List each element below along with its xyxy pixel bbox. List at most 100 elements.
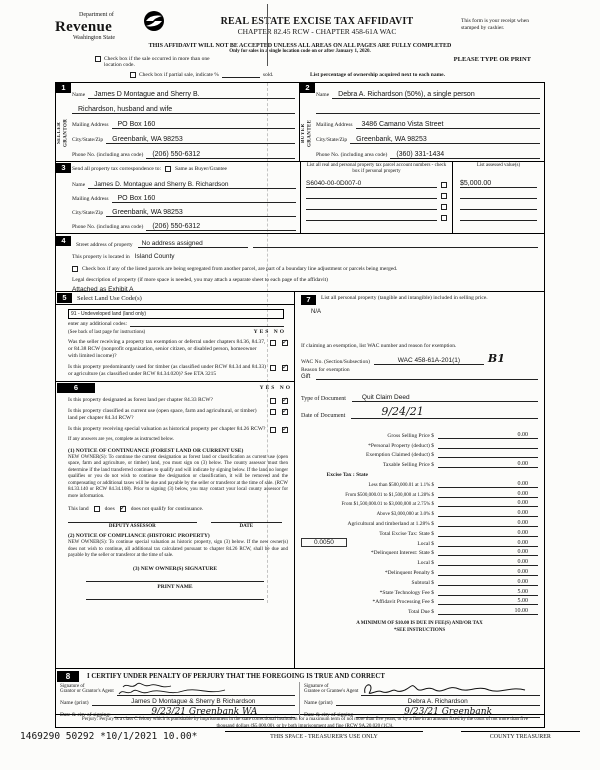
personal-property-checkbox-4[interactable] bbox=[441, 215, 447, 221]
assessed-value-field[interactable] bbox=[460, 220, 537, 221]
deputy-date-line[interactable]: DATE bbox=[210, 522, 282, 529]
fee-value[interactable]: 0.00 bbox=[438, 569, 538, 576]
s6-q3-no-checkbox[interactable] bbox=[282, 425, 288, 434]
buyer-mailing-field[interactable]: 3486 Camano Vista Street bbox=[355, 121, 540, 129]
revenue-logo: Department of Revenue Washington State bbox=[55, 8, 173, 42]
correspondence-name-field[interactable]: James D. Montague and Sherry B. Richards… bbox=[88, 181, 296, 189]
name-label: Name bbox=[72, 92, 86, 98]
s6-q2-yes-checkbox[interactable] bbox=[270, 409, 276, 416]
section-6-badge: 6 bbox=[57, 382, 95, 393]
wac-number-field[interactable]: WAC 458-61A-201(1) bbox=[373, 357, 484, 365]
seller-name-field[interactable]: James D Montague and Sherry B. bbox=[88, 91, 295, 99]
same-as-buyer-checkbox[interactable] bbox=[165, 166, 172, 172]
grantee-signature-line[interactable] bbox=[361, 683, 540, 696]
street-address-field-extension[interactable] bbox=[252, 247, 538, 248]
county-field[interactable]: Island County bbox=[134, 253, 175, 260]
segregated-checkbox[interactable] bbox=[72, 266, 78, 272]
s6-q2-no-checkbox[interactable] bbox=[282, 407, 288, 416]
grantee-name-field[interactable]: Debra A. Richardson bbox=[335, 698, 540, 706]
fee-value[interactable]: 0.00 bbox=[438, 510, 538, 518]
fee-label: Less than $500,000.01 at 1.1% $ bbox=[368, 482, 434, 488]
doc-type-field[interactable]: Quit Claim Deed bbox=[351, 394, 538, 402]
doc-date-field[interactable]: 9/24/21 bbox=[351, 405, 538, 419]
land-does-checkbox[interactable] bbox=[93, 506, 100, 513]
name-label: Name bbox=[72, 182, 86, 188]
city-label: City/State/Zip bbox=[72, 210, 104, 216]
personal-property-checkbox-3[interactable] bbox=[441, 204, 447, 210]
fee-value[interactable]: 5.00 bbox=[438, 589, 538, 596]
parcel-number-field[interactable] bbox=[306, 198, 437, 199]
s5-q2-yes-checkbox[interactable] bbox=[270, 364, 276, 371]
grantor-date-field[interactable]: 9/23/21 Greenbank WA bbox=[113, 708, 295, 718]
assessed-value-field[interactable]: $5,000.00 bbox=[460, 180, 537, 188]
land-use-code-field[interactable]: 91 - Undeveloped land (land only) bbox=[68, 309, 284, 319]
fee-value[interactable]: 0.00 bbox=[438, 461, 538, 469]
fee-label: Agricultural and timberland at 1.28% $ bbox=[347, 520, 434, 527]
s5-q2-no-checkbox[interactable] bbox=[282, 363, 288, 371]
fee-value[interactable]: 10.00 bbox=[438, 608, 538, 616]
ownership-note: List percentage of ownership acquired ne… bbox=[310, 71, 445, 78]
multi-location-checkbox[interactable] bbox=[95, 55, 101, 62]
fee-value[interactable] bbox=[438, 457, 538, 459]
grantor-signature-line[interactable] bbox=[116, 682, 295, 696]
multi-location-label: Check box if the sale occurred in more t… bbox=[104, 55, 210, 69]
assessed-value-field[interactable] bbox=[460, 209, 537, 210]
buyer-phone-field[interactable]: (360) 331-1434 bbox=[390, 151, 540, 159]
reason-exemption-field[interactable]: Gift bbox=[301, 374, 311, 380]
land-use-title: Select Land Use Code(s) bbox=[77, 294, 142, 302]
s6-q1-yes-checkbox[interactable] bbox=[270, 398, 276, 405]
parcel-number-field[interactable] bbox=[306, 209, 437, 210]
seller-mailing-field[interactable]: PO Box 160 bbox=[111, 121, 295, 129]
correspondence-mailing-field[interactable]: PO Box 160 bbox=[111, 195, 296, 203]
personal-property-checkbox-1[interactable] bbox=[441, 182, 447, 188]
section-3-correspondence: 3 Send all property tax correspondence t… bbox=[56, 162, 301, 233]
fee-value[interactable]: 0.00 bbox=[438, 491, 538, 498]
parcel-number-field[interactable] bbox=[306, 220, 437, 221]
seller-city-field[interactable]: Greenbank, WA 98253 bbox=[106, 136, 295, 144]
buyer-name-field-2[interactable] bbox=[316, 113, 540, 114]
personal-property-checkbox-2[interactable] bbox=[441, 193, 447, 199]
fee-value[interactable] bbox=[438, 447, 538, 449]
partial-sale-percent-field[interactable] bbox=[221, 76, 260, 78]
grantor-name-field[interactable]: James D Montague & Sherry B Richardson bbox=[91, 698, 295, 706]
new-owner-signature-line[interactable] bbox=[86, 580, 264, 582]
fee-value[interactable]: 0.00 bbox=[438, 559, 538, 567]
fee-value[interactable]: 0.00 bbox=[438, 481, 538, 488]
fee-value[interactable]: 0.00 bbox=[438, 500, 538, 508]
seller-name-field-2[interactable]: Richardson, husband and wife bbox=[72, 106, 295, 114]
state-line: Washington State bbox=[73, 35, 116, 42]
fee-value[interactable]: 0.00 bbox=[438, 579, 538, 586]
reason-exemption-line[interactable] bbox=[316, 379, 538, 380]
buyer-city-field[interactable]: Greenbank, WA 98253 bbox=[350, 136, 540, 144]
s6-q1-no-checkbox[interactable] bbox=[282, 396, 288, 405]
legal-description-field[interactable]: Attached as Exhibit A bbox=[72, 286, 134, 293]
correspondence-city-field[interactable]: Greenbank, WA 98253 bbox=[106, 209, 296, 217]
correspondence-phone-field[interactable]: (206) 550-6312 bbox=[146, 223, 296, 231]
partial-sale-checkbox[interactable] bbox=[130, 71, 136, 78]
assessed-value-field[interactable] bbox=[460, 198, 537, 199]
deputy-assessor-line[interactable]: DEPUTY ASSESSOR bbox=[68, 522, 197, 529]
grantee-date-field[interactable]: 9/23/21 Greenbank bbox=[356, 708, 540, 718]
street-address-field[interactable]: No address assigned bbox=[137, 240, 248, 248]
section-8-badge: 8 bbox=[57, 671, 79, 682]
fee-value[interactable]: 0.00 bbox=[438, 520, 538, 527]
s6-question-1: Is this property designated as forest la… bbox=[68, 397, 213, 404]
s5-q1-yes-checkbox[interactable] bbox=[270, 340, 276, 346]
additional-codes-field[interactable] bbox=[130, 326, 284, 327]
s5-q1-no-checkbox[interactable] bbox=[282, 338, 288, 346]
fee-value[interactable]: 0.00 bbox=[438, 540, 538, 547]
buyer-name-field[interactable]: Debra A. Richardson (50%), a single pers… bbox=[332, 91, 540, 99]
fee-value[interactable]: 5.00 bbox=[438, 598, 538, 606]
parcel-number-field[interactable]: S6040-00-0D007-0 bbox=[306, 180, 437, 188]
seller-phone-field[interactable]: (206) 550-6312 bbox=[146, 151, 295, 159]
land-does-not-checkbox[interactable] bbox=[119, 504, 126, 513]
fee-label: Gross Selling Price $ bbox=[387, 432, 434, 439]
s6-q3-yes-checkbox[interactable] bbox=[270, 427, 276, 434]
section-7-column: 7 List all personal property (tangible a… bbox=[295, 292, 544, 668]
fee-value[interactable]: 0.00 bbox=[438, 530, 538, 537]
fee-value[interactable]: 0.00 bbox=[438, 432, 538, 439]
personal-property-field[interactable]: N/A bbox=[311, 309, 322, 315]
fee-value[interactable]: 0.00 bbox=[438, 549, 538, 557]
print-name-line[interactable] bbox=[86, 598, 264, 600]
s6-question-3: Is this property receiving special valua… bbox=[68, 426, 266, 433]
